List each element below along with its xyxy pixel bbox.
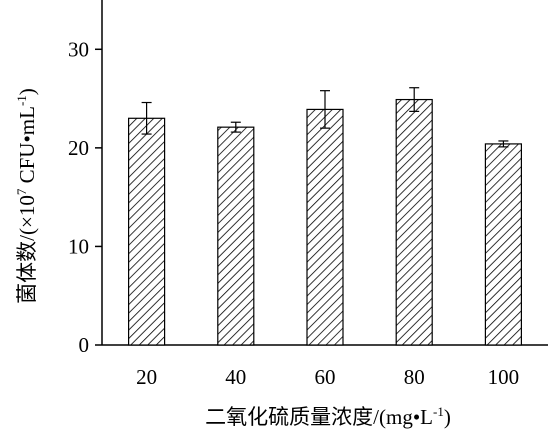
bar-80 — [395, 98, 433, 346]
y-tick-label: 10 — [68, 234, 89, 258]
y-axis-label-superscript: 7 — [14, 188, 29, 195]
x-axis-label-superscript: -1 — [433, 404, 444, 419]
x-tick-label: 100 — [488, 365, 520, 389]
y-axis-label-suffix: ) — [15, 88, 39, 95]
x-axis-label: 二氧化硫质量浓度/(mg•L-1) — [205, 404, 451, 429]
y-axis: 0 10 20 30 — [68, 0, 103, 357]
y-axis-label-unit: CFU•mL — [15, 106, 39, 189]
bar-20 — [128, 117, 166, 346]
bar-60 — [306, 108, 344, 346]
x-axis: 20 40 60 80 100 — [102, 344, 548, 389]
error-bars — [141, 87, 509, 148]
y-tick-label: 0 — [79, 333, 90, 357]
x-axis-label-suffix: ) — [444, 405, 451, 429]
x-tick-label: 40 — [225, 365, 246, 389]
y-tick-label: 30 — [68, 37, 89, 61]
bar-40 — [217, 126, 255, 346]
bar-100 — [484, 143, 522, 346]
bars — [128, 98, 522, 346]
x-tick-label: 20 — [136, 365, 157, 389]
y-axis-label: 菌体数/(×107 CFU•mL-1) — [14, 88, 39, 304]
y-tick-label: 20 — [68, 136, 89, 160]
y-axis-label-superscript-2: -1 — [14, 95, 29, 106]
x-tick-label: 60 — [315, 365, 336, 389]
x-tick-label: 80 — [404, 365, 425, 389]
